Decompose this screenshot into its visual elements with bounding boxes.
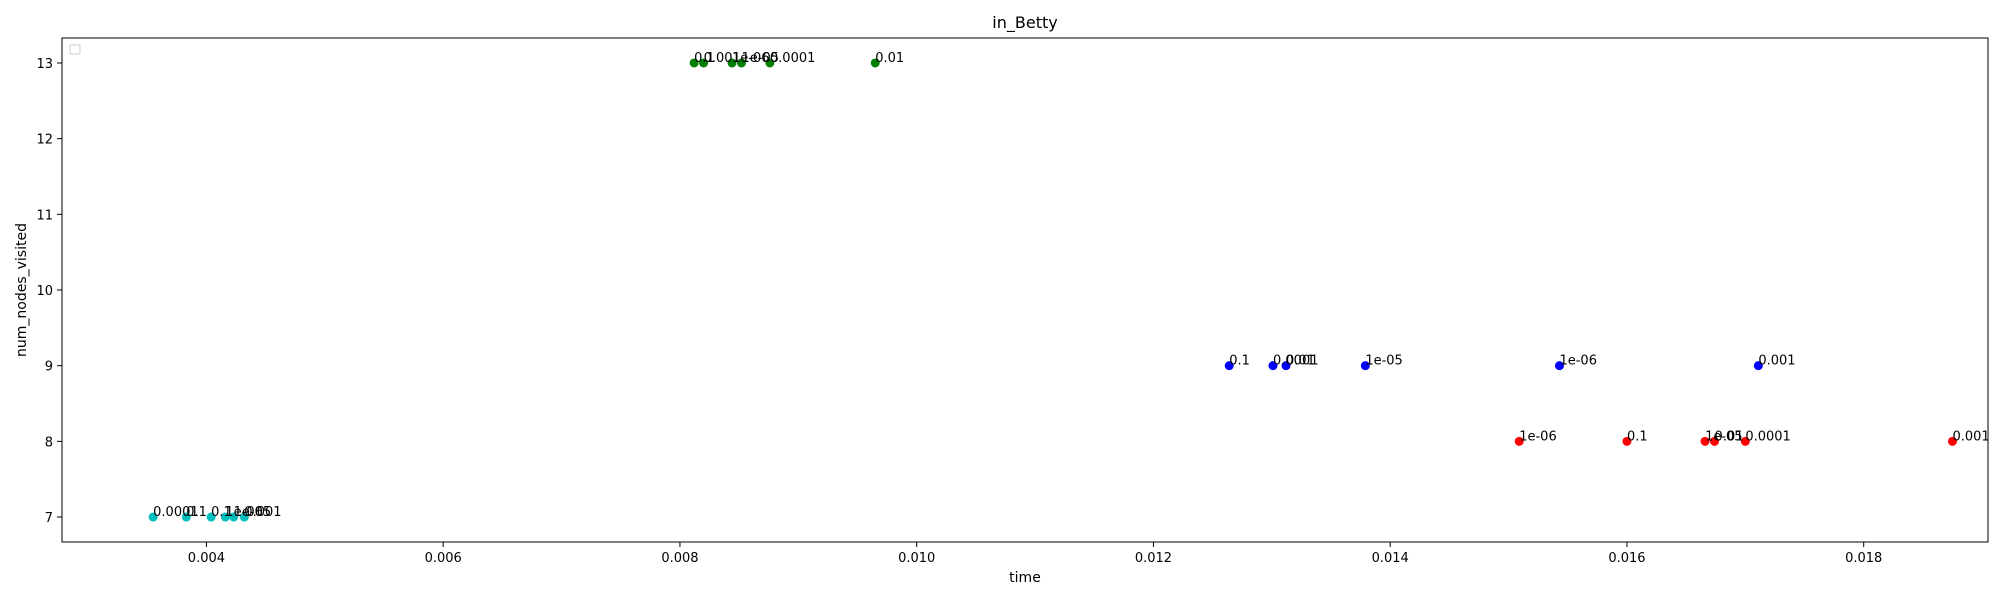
point-label: 0.1 [1229, 354, 1250, 369]
y-tick-label: 12 [36, 133, 53, 148]
scatter-point [148, 512, 158, 522]
x-tick-label: 0.008 [661, 551, 698, 566]
point-label: 0.1 [694, 51, 715, 66]
scatter-point [1224, 361, 1234, 371]
scatter-point [736, 58, 746, 68]
scatter-point [1710, 436, 1720, 446]
scatter-point [229, 512, 239, 522]
data-points [148, 58, 1957, 522]
y-tick-label: 8 [45, 435, 53, 450]
point-label: 0.1 [1627, 429, 1648, 444]
y-axis-label: num_nodes_visited [14, 223, 30, 357]
scatter-point [1514, 436, 1524, 446]
point-label: 1e-06 [1519, 429, 1557, 444]
x-tick-label: 0.004 [188, 551, 225, 566]
scatter-point [220, 512, 230, 522]
scatter-point [206, 512, 216, 522]
point-label: 0.001 [1758, 354, 1795, 369]
x-tick-label: 0.010 [898, 551, 935, 566]
point-label: 0.01 [875, 51, 904, 66]
scatter-point [1360, 361, 1370, 371]
point-label: 1e-05 [741, 51, 779, 66]
scatter-point [1740, 436, 1750, 446]
point-label: 1e-05 [234, 505, 272, 520]
point-label: 1e-06 [1559, 354, 1597, 369]
x-tick-label: 0.016 [1608, 551, 1645, 566]
point-label: 1e-06 [732, 51, 770, 66]
point-label: 1e-05 [1365, 354, 1403, 369]
point-label: 1e-05 [1705, 429, 1743, 444]
x-tick-label: 0.014 [1372, 551, 1409, 566]
point-label: 0.0001 [1273, 354, 1319, 369]
scatter-point [1281, 361, 1291, 371]
point-label: 0.0001 [153, 505, 199, 520]
scatter-point [727, 58, 737, 68]
point-label: 0.0001 [1745, 429, 1791, 444]
scatter-point [1622, 436, 1632, 446]
plot-frame [61, 37, 1989, 543]
point-label: 1e-06 [225, 505, 263, 520]
plot-area [61, 37, 1989, 543]
x-axis-label: time [1009, 570, 1041, 586]
scatter-point [1947, 436, 1957, 446]
x-tick-label: 0.012 [1135, 551, 1172, 566]
scatter-point [1753, 361, 1763, 371]
scatter-point [765, 58, 775, 68]
chart-title: in_Betty [992, 13, 1057, 33]
scatter-point [1554, 361, 1564, 371]
scatter-point [239, 512, 249, 522]
scatter-point [689, 58, 699, 68]
x-tick-label: 0.006 [425, 551, 462, 566]
point-label: 0.01 [1715, 429, 1744, 444]
point-label: 0.0001 [770, 51, 816, 66]
point-label: 0.001 [1952, 429, 1989, 444]
scatter-point [181, 512, 191, 522]
scatter-point [699, 58, 709, 68]
scatter-point [1700, 436, 1710, 446]
y-tick-label: 13 [36, 57, 53, 72]
point-label: 0.1 [211, 505, 232, 520]
x-axis: 0.004 0.006 0.008 0.010 0.012 0.014 0.016 0.018 [188, 542, 1882, 566]
x-tick-label: 0.018 [1845, 551, 1882, 566]
y-tick-label: 9 [45, 360, 53, 375]
y-tick-label: 10 [36, 284, 53, 299]
point-label: 0.001 [704, 51, 741, 66]
point-label: 0.01 [1286, 354, 1315, 369]
scatter-point [1268, 361, 1278, 371]
scatter-point [870, 58, 880, 68]
legend-box [69, 44, 81, 55]
y-tick-label: 11 [36, 208, 53, 223]
y-tick-label: 7 [45, 511, 53, 526]
point-label: 0.1 [186, 505, 207, 520]
y-axis: 7 8 9 10 11 12 13 [36, 57, 62, 526]
point-label: 0.001 [244, 505, 281, 520]
